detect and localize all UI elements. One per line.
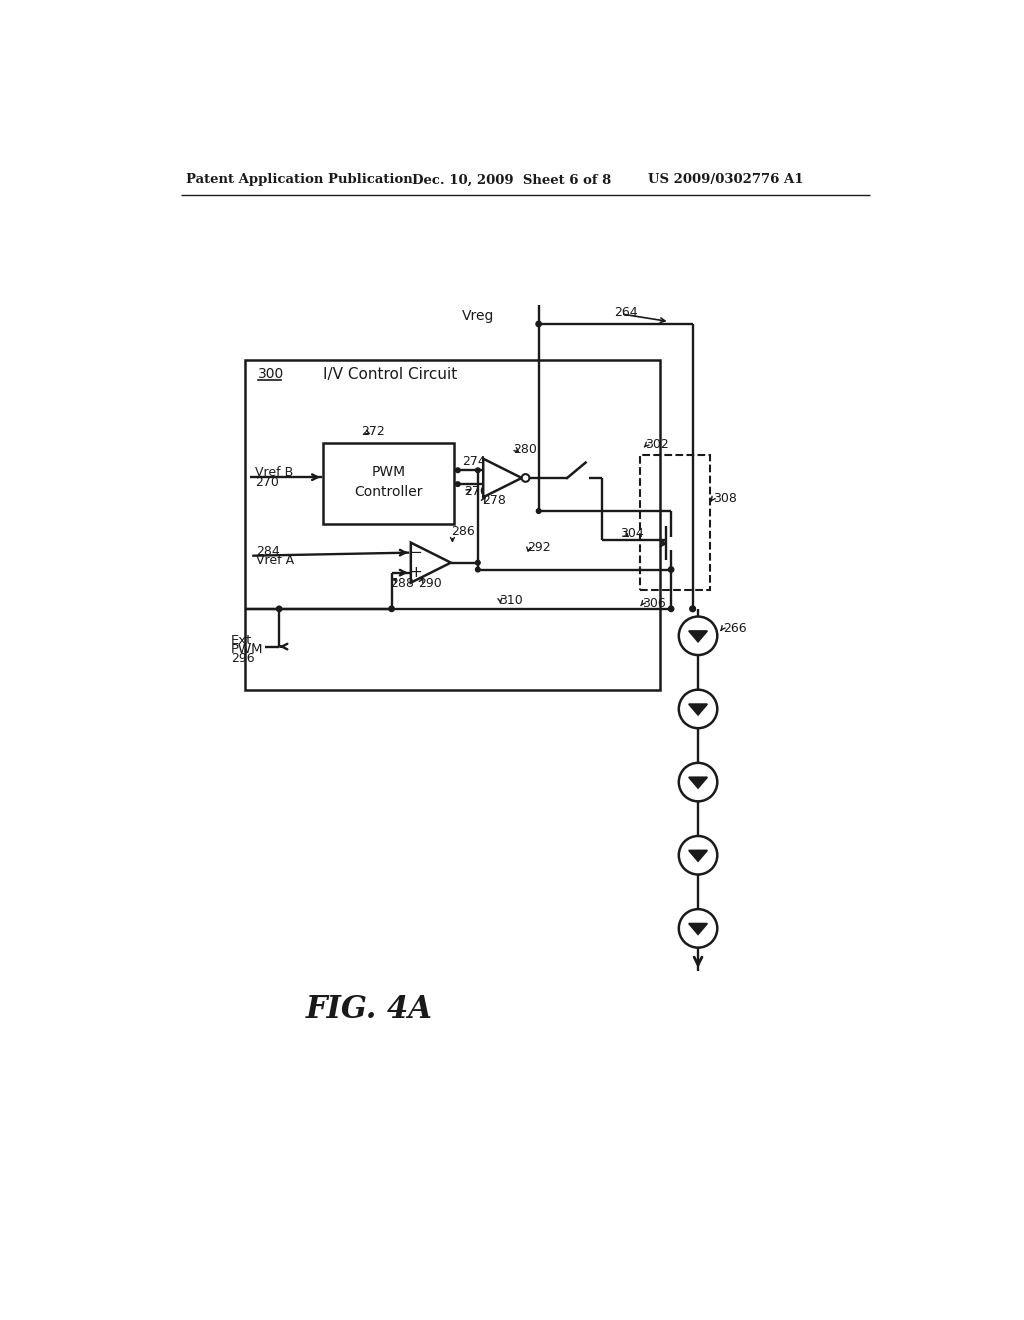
- Text: Patent Application Publication: Patent Application Publication: [186, 173, 413, 186]
- Text: US 2009/0302776 A1: US 2009/0302776 A1: [648, 173, 804, 186]
- Text: 296: 296: [230, 652, 254, 665]
- Text: Vref B: Vref B: [255, 466, 294, 479]
- Text: PWM
Controller: PWM Controller: [354, 465, 423, 499]
- Circle shape: [537, 508, 541, 513]
- Circle shape: [690, 606, 695, 611]
- Text: Vref A: Vref A: [256, 554, 294, 566]
- Polygon shape: [411, 543, 451, 582]
- Text: Vreg: Vreg: [462, 309, 494, 323]
- Circle shape: [276, 606, 282, 611]
- Polygon shape: [689, 777, 708, 788]
- Text: Dec. 10, 2009  Sheet 6 of 8: Dec. 10, 2009 Sheet 6 of 8: [412, 173, 611, 186]
- Text: 302: 302: [645, 438, 669, 451]
- Text: 264: 264: [614, 306, 638, 319]
- Circle shape: [679, 763, 717, 801]
- Polygon shape: [689, 631, 708, 642]
- Text: 290: 290: [419, 577, 442, 590]
- Text: I/V Control Circuit: I/V Control Circuit: [323, 367, 458, 381]
- Circle shape: [521, 474, 529, 482]
- Circle shape: [679, 689, 717, 729]
- Circle shape: [475, 568, 480, 572]
- Bar: [640, 455, 710, 590]
- Polygon shape: [689, 704, 708, 715]
- Text: 310: 310: [499, 594, 522, 607]
- Polygon shape: [483, 459, 521, 498]
- Polygon shape: [689, 850, 708, 861]
- Bar: [245, 360, 660, 689]
- Text: −: −: [409, 545, 422, 560]
- Text: 306: 306: [642, 597, 666, 610]
- Text: 280: 280: [513, 444, 538, 455]
- Circle shape: [475, 469, 480, 473]
- Text: FIG. 4A: FIG. 4A: [306, 994, 433, 1024]
- Text: 272: 272: [361, 425, 385, 438]
- Text: 284: 284: [256, 545, 280, 557]
- Circle shape: [679, 909, 717, 948]
- Text: +: +: [409, 565, 422, 581]
- Circle shape: [389, 606, 394, 611]
- Circle shape: [475, 561, 480, 565]
- Circle shape: [679, 616, 717, 655]
- Text: Ext.: Ext.: [230, 634, 256, 647]
- Text: 270: 270: [255, 477, 280, 490]
- Text: 300: 300: [258, 367, 284, 381]
- Text: 292: 292: [527, 541, 551, 554]
- Circle shape: [456, 482, 460, 487]
- Circle shape: [456, 469, 460, 473]
- Circle shape: [690, 606, 695, 611]
- Circle shape: [669, 566, 674, 573]
- Text: 276: 276: [464, 486, 487, 499]
- Text: 266: 266: [723, 622, 746, 635]
- Text: 274: 274: [462, 455, 485, 469]
- Text: 278: 278: [481, 494, 506, 507]
- Text: PWM: PWM: [230, 643, 263, 656]
- Polygon shape: [689, 924, 708, 935]
- Text: 286: 286: [451, 525, 475, 539]
- Text: 288: 288: [390, 577, 414, 590]
- Circle shape: [669, 606, 674, 611]
- Circle shape: [679, 836, 717, 875]
- Text: 304: 304: [621, 527, 644, 540]
- Bar: [323, 444, 454, 524]
- Circle shape: [536, 321, 542, 326]
- Text: 308: 308: [714, 492, 737, 506]
